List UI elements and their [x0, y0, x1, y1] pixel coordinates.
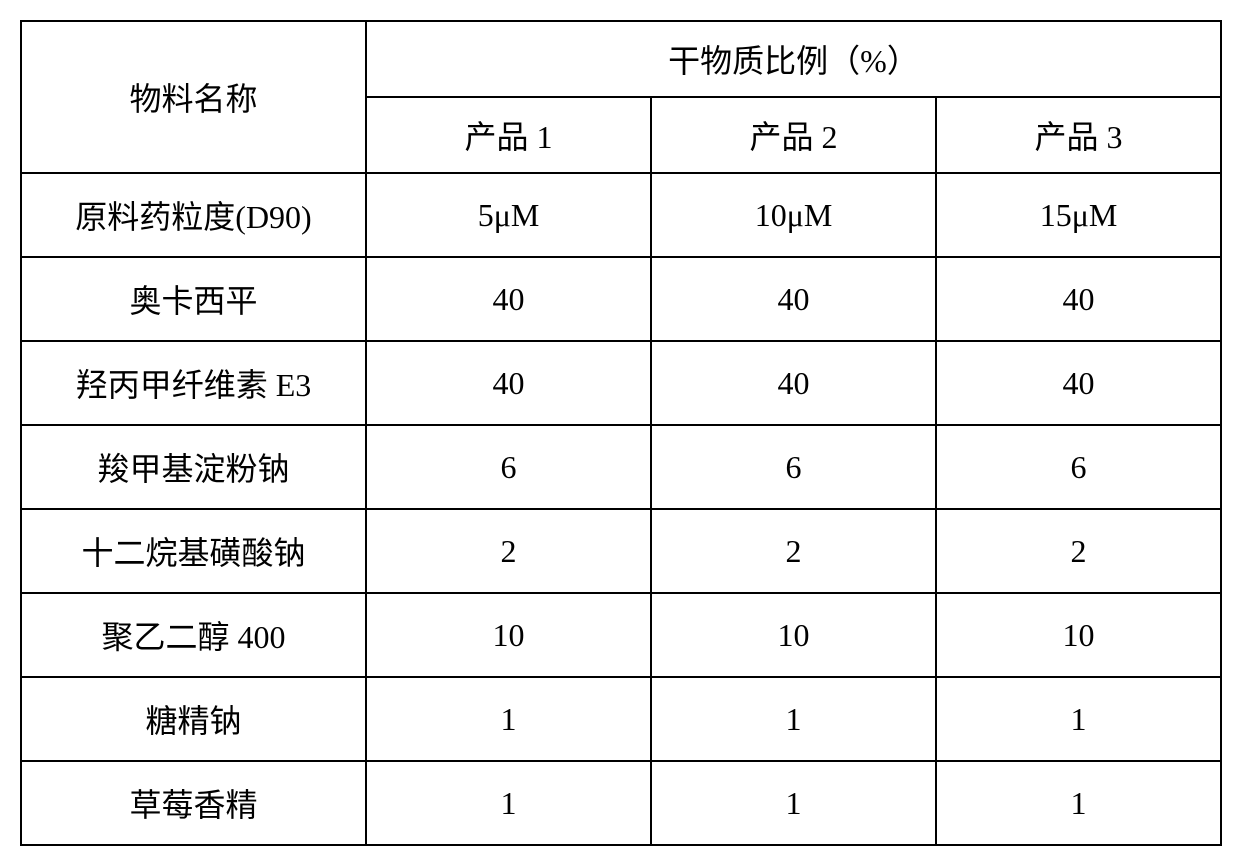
cell-value: 1 [651, 761, 936, 845]
cell-material-name: 草莓香精 [21, 761, 366, 845]
cell-value: 6 [651, 425, 936, 509]
cell-material-name: 羟丙甲纤维素 E3 [21, 341, 366, 425]
cell-value: 40 [651, 341, 936, 425]
formulation-table: 物料名称 干物质比例（%） 产品 1 产品 2 产品 3 原料药粒度(D90) … [20, 20, 1222, 846]
cell-value: 10μM [651, 173, 936, 257]
cell-value: 10 [651, 593, 936, 677]
table-row: 奥卡西平 40 40 40 [21, 257, 1221, 341]
header-product-2: 产品 2 [651, 97, 936, 173]
table-row: 聚乙二醇 400 10 10 10 [21, 593, 1221, 677]
cell-value: 1 [936, 677, 1221, 761]
cell-value: 2 [936, 509, 1221, 593]
cell-value: 2 [651, 509, 936, 593]
formulation-table-container: 物料名称 干物质比例（%） 产品 1 产品 2 产品 3 原料药粒度(D90) … [20, 20, 1220, 846]
cell-value: 40 [366, 341, 651, 425]
cell-value: 15μM [936, 173, 1221, 257]
cell-value: 1 [651, 677, 936, 761]
cell-value: 40 [651, 257, 936, 341]
header-product-3: 产品 3 [936, 97, 1221, 173]
cell-value: 40 [366, 257, 651, 341]
table-row: 十二烷基磺酸钠 2 2 2 [21, 509, 1221, 593]
cell-value: 6 [366, 425, 651, 509]
cell-value: 10 [936, 593, 1221, 677]
cell-material-name: 十二烷基磺酸钠 [21, 509, 366, 593]
table-row: 糖精钠 1 1 1 [21, 677, 1221, 761]
cell-value: 6 [936, 425, 1221, 509]
cell-material-name: 羧甲基淀粉钠 [21, 425, 366, 509]
header-material-name: 物料名称 [21, 21, 366, 173]
cell-value: 1 [366, 677, 651, 761]
cell-value: 40 [936, 341, 1221, 425]
cell-value: 5μM [366, 173, 651, 257]
header-product-1: 产品 1 [366, 97, 651, 173]
table-header-row-1: 物料名称 干物质比例（%） [21, 21, 1221, 97]
cell-value: 2 [366, 509, 651, 593]
cell-material-name: 聚乙二醇 400 [21, 593, 366, 677]
table-row: 羧甲基淀粉钠 6 6 6 [21, 425, 1221, 509]
table-row: 原料药粒度(D90) 5μM 10μM 15μM [21, 173, 1221, 257]
table-row: 草莓香精 1 1 1 [21, 761, 1221, 845]
cell-material-name: 原料药粒度(D90) [21, 173, 366, 257]
header-dry-matter-ratio: 干物质比例（%） [366, 21, 1221, 97]
cell-material-name: 糖精钠 [21, 677, 366, 761]
cell-value: 1 [936, 761, 1221, 845]
cell-material-name: 奥卡西平 [21, 257, 366, 341]
cell-value: 10 [366, 593, 651, 677]
cell-value: 40 [936, 257, 1221, 341]
cell-value: 1 [366, 761, 651, 845]
table-row: 羟丙甲纤维素 E3 40 40 40 [21, 341, 1221, 425]
